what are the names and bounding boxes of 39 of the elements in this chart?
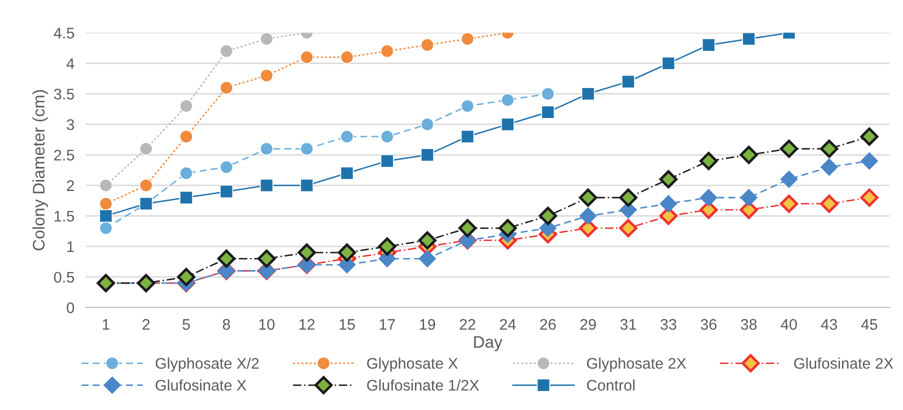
y-tick-label: 1.5 [54, 210, 74, 222]
y-tick-label: 0 [66, 302, 74, 314]
legend-label: Control [587, 379, 634, 391]
legend-label: Glufosinate 2X [794, 358, 894, 369]
y-tick-label: 3.5 [54, 88, 74, 100]
x-tick-label: 43 [821, 319, 838, 330]
legend-label: Glyphosate X [367, 358, 458, 372]
x-tick-label: 22 [460, 319, 476, 330]
y-tick-label: 2 [66, 180, 74, 191]
y-tick-label: 1 [67, 241, 74, 252]
legend-label: Glyphosate 2X [587, 358, 686, 372]
y-tick-label: 4.5 [54, 28, 74, 38]
x-tick-label: 17 [380, 319, 395, 330]
legend-label: Glufosinate X [156, 379, 246, 391]
x-tick-label: 26 [540, 319, 556, 330]
y-axis-title: Colony Diameter (cm) [32, 90, 48, 250]
x-tick-label: 36 [700, 319, 716, 330]
y-tick-label: 2.5 [54, 150, 74, 161]
y-tick-label: 3 [66, 119, 74, 130]
x-tick-label: 10 [259, 319, 275, 330]
x-tick-label: 12 [299, 319, 315, 330]
x-tick-label: 38 [740, 319, 757, 330]
x-tick-label: 31 [620, 319, 636, 330]
x-tick-label: 19 [420, 319, 436, 330]
x-tick-label: 2 [142, 319, 150, 330]
x-tick-label: 15 [340, 319, 355, 330]
x-tick-label: 24 [500, 319, 516, 330]
x-tick-label: 33 [660, 319, 676, 330]
x-tick-label: 45 [861, 319, 878, 330]
x-tick-label: 8 [222, 319, 230, 330]
legend-label: Glyphosate X/2 [156, 358, 259, 372]
x-tick-label: 40 [780, 319, 797, 330]
y-tick-label: 4 [66, 58, 74, 69]
x-axis-title: Day [474, 336, 502, 352]
y-tick-label: 0.5 [54, 272, 74, 283]
x-tick-label: 5 [182, 319, 190, 330]
legend-label: Glufosinate 1/2X [367, 379, 479, 391]
x-tick-label: 1 [102, 319, 110, 330]
x-tick-label: 29 [580, 319, 596, 330]
